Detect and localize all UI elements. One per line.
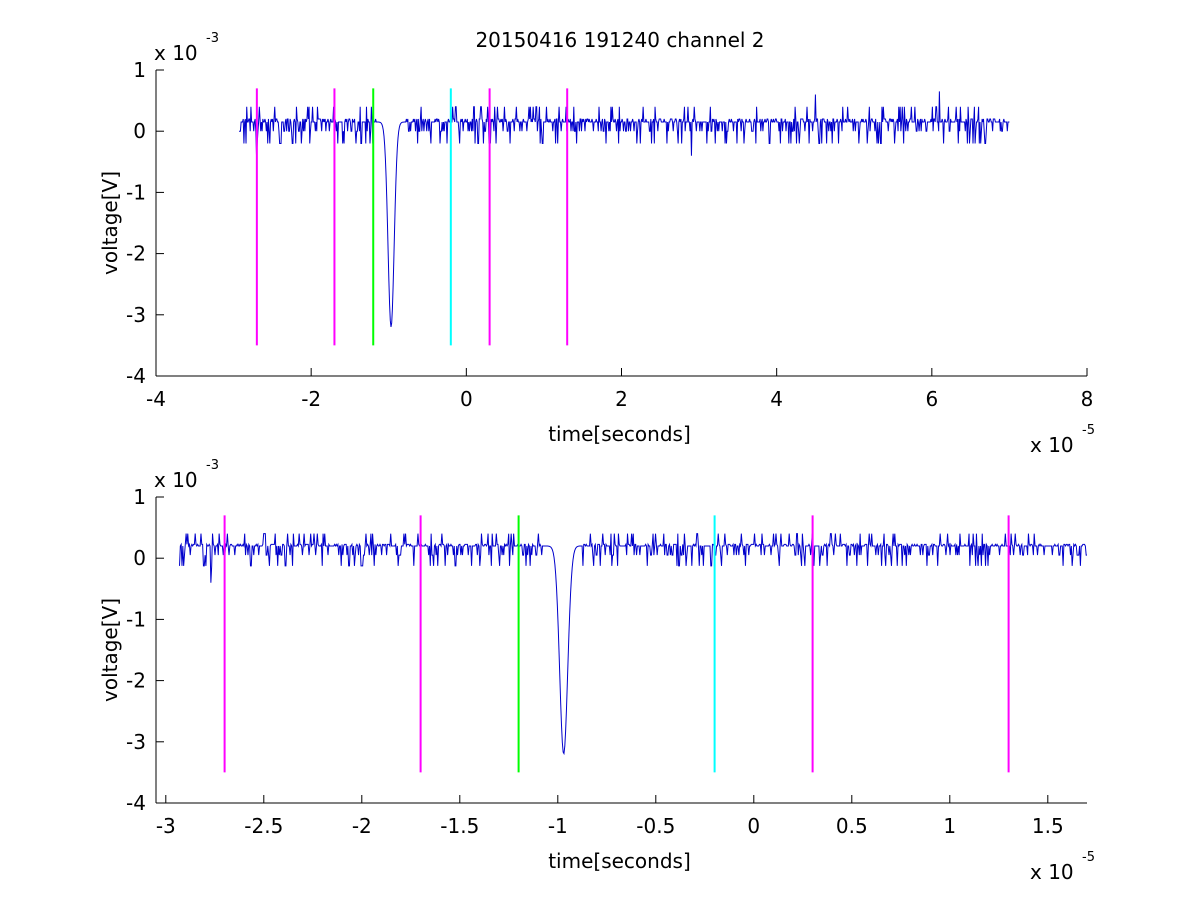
x-tick-label: -0.5 — [636, 814, 675, 838]
y-tick-label: -1 — [126, 607, 146, 631]
y-tick-label: -1 — [126, 180, 146, 204]
x-tick-label: 8 — [1081, 387, 1094, 411]
signal-trace — [179, 533, 1087, 756]
y-tick-label: 0 — [133, 119, 146, 143]
x-tick-label: -4 — [146, 387, 166, 411]
x-tick-label: 0 — [747, 814, 760, 838]
y-tick-label: -2 — [126, 669, 146, 693]
x-tick-label: 0 — [460, 387, 473, 411]
x-tick-label: -3 — [156, 814, 176, 838]
y-exponent-label: x 10 — [154, 468, 198, 492]
y-tick-label: -3 — [126, 730, 146, 754]
x-exponent-power: -5 — [1082, 850, 1095, 865]
x-exponent-label: x 10 — [1030, 433, 1074, 457]
y-exponent-power: -3 — [206, 31, 219, 46]
y-tick-label: -4 — [126, 791, 146, 815]
x-tick-label: 6 — [925, 387, 938, 411]
x-axis-label: time[seconds] — [548, 849, 691, 873]
y-tick-label: -2 — [126, 242, 146, 266]
x-tick-label: 4 — [770, 387, 783, 411]
top-plot: -4 -2 0 2 4 6 8 -4 -3 -2 -1 0 1 time[seconds] voltage[… — [98, 31, 1095, 457]
x-axis-label: time[seconds] — [548, 422, 691, 446]
signal-trace — [239, 91, 1010, 328]
x-tick-label: -1 — [548, 814, 568, 838]
y-tick-label: 1 — [133, 485, 146, 509]
y-tick-label: -3 — [126, 303, 146, 327]
x-exponent-power: -5 — [1082, 423, 1095, 438]
x-tick-label: 0.5 — [836, 814, 868, 838]
x-tick-label: -1.5 — [440, 814, 479, 838]
y-exponent-power: -3 — [206, 458, 219, 473]
y-axis-label: voltage[V] — [98, 171, 122, 275]
y-tick-label: -4 — [126, 364, 146, 388]
y-exponent-label: x 10 — [154, 41, 198, 65]
y-axis-label: voltage[V] — [98, 598, 122, 702]
x-tick-label: -2 — [301, 387, 321, 411]
y-tick-label: 1 — [133, 58, 146, 82]
x-tick-label: 1.5 — [1032, 814, 1064, 838]
x-tick-label: 2 — [615, 387, 628, 411]
x-tick-label: 1 — [943, 814, 956, 838]
x-tick-label: -2.5 — [244, 814, 283, 838]
y-tick-label: 0 — [133, 546, 146, 570]
figure-title: 20150416 191240 channel 2 — [475, 28, 764, 52]
x-exponent-label: x 10 — [1030, 860, 1074, 884]
bottom-plot: -3 -2.5 -2 -1.5 -1 -0.5 0 0.5 1 1.5 -4 -3 -2 -1 0 1 time… — [98, 458, 1095, 884]
x-tick-label: -2 — [352, 814, 372, 838]
